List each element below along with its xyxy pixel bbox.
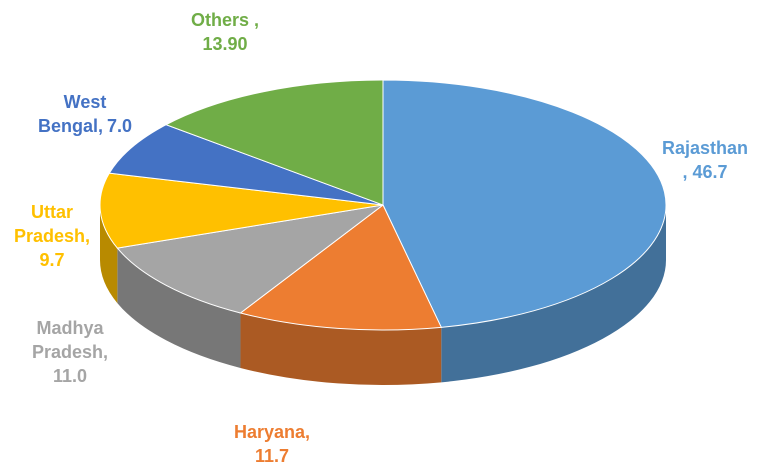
data-label: Others , 13.90 <box>165 8 285 56</box>
category-label: Others , <box>190 10 260 30</box>
slice-side <box>117 248 241 368</box>
slice <box>239 204 443 331</box>
category-label: Rajasthan <box>661 138 749 158</box>
category-label: Uttar Pradesh, <box>13 202 91 246</box>
category-label: Madhya Pradesh, <box>31 318 109 362</box>
data-label: Uttar Pradesh, 9.7 <box>4 200 100 272</box>
data-label: West Bengal, 7.0 <box>29 90 141 138</box>
category-label: West Bengal, <box>37 92 107 136</box>
value-label: , 46.7 <box>682 162 728 182</box>
data-label: Rajasthan , 46.7 <box>645 136 761 184</box>
category-label: Haryana, <box>233 422 311 442</box>
data-label: Haryana, 11.7 <box>212 420 332 468</box>
slice <box>108 124 384 206</box>
value-label: 9.7 <box>39 250 65 270</box>
value-label: 11.0 <box>52 366 88 386</box>
slice <box>116 204 384 314</box>
slice-side <box>240 312 442 385</box>
value-label: 13.90 <box>202 34 248 54</box>
data-label: Madhya Pradesh, 11.0 <box>25 316 115 388</box>
value-label: 11.7 <box>254 446 290 466</box>
slice <box>99 172 384 249</box>
slice <box>164 79 384 206</box>
slice-side <box>100 205 118 304</box>
slice <box>382 79 667 328</box>
value-label: 7.0 <box>106 116 133 136</box>
slice-side <box>441 205 666 383</box>
